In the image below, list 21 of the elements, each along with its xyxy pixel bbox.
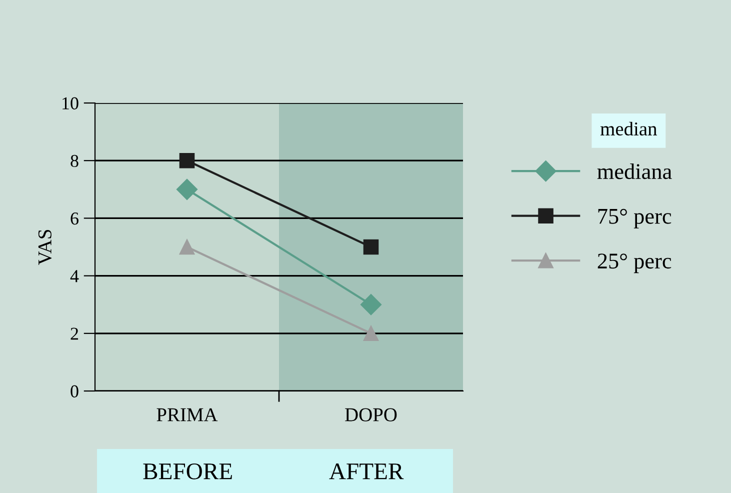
text: AFTER xyxy=(329,464,404,480)
y-tick-label: 10 xyxy=(62,97,78,110)
point xyxy=(363,326,379,342)
point xyxy=(179,239,195,255)
point xyxy=(360,294,382,316)
legend-label: mediana xyxy=(597,163,672,180)
y-tick-label: 8 xyxy=(70,154,78,168)
point xyxy=(363,239,379,255)
legend-label: 25° perc xyxy=(598,254,672,274)
y-tick-label: 0 xyxy=(70,385,78,398)
legend-label: 75° perc xyxy=(598,208,672,228)
text: BEFORE xyxy=(143,463,232,480)
y-tick-label: 6 xyxy=(70,212,78,225)
y-axis-title: VAS xyxy=(38,230,52,265)
point xyxy=(179,152,195,168)
x-tick-label: PRIMA xyxy=(156,408,218,422)
x-tick-label: DOPO xyxy=(345,408,397,422)
y-tick-label: 4 xyxy=(70,270,79,282)
y-tick-label: 2 xyxy=(70,328,78,340)
text: median xyxy=(600,122,657,136)
point xyxy=(176,178,198,200)
